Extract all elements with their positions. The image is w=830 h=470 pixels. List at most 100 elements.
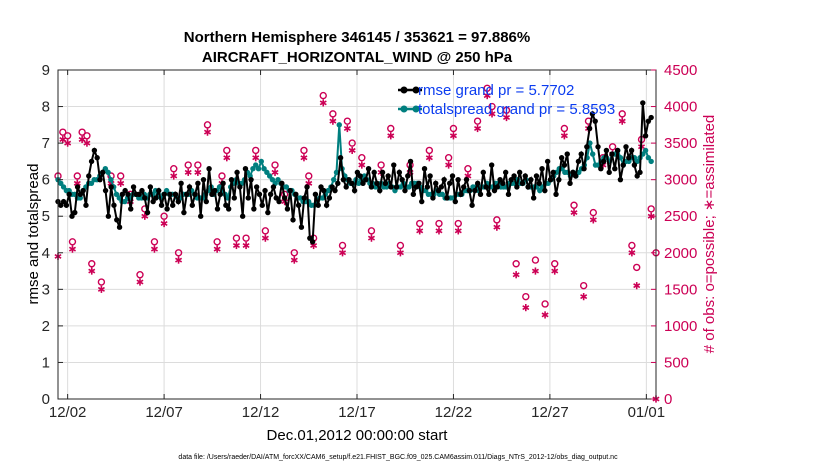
asterisk-stroke-2 [339, 250, 347, 256]
spread-point-101 [336, 122, 342, 128]
rmse-point-169 [528, 176, 534, 183]
asterisk-stroke-2 [64, 140, 72, 146]
right-y-tick-label-0: 0 [664, 391, 672, 408]
rmse-point-208 [637, 169, 643, 176]
rmse-point-36 [156, 187, 162, 194]
spread-point-76 [266, 173, 273, 179]
assimilated-marker-7 [88, 267, 96, 275]
rmse-point-20 [111, 202, 117, 208]
rmse-point-53 [203, 198, 209, 205]
assimilated-marker-46 [425, 154, 433, 162]
assimilated-marker-15 [160, 219, 168, 228]
rmse-point-160 [502, 169, 509, 176]
rmse-point-135 [433, 180, 439, 187]
spread-point-123 [397, 184, 404, 190]
x-axis-ticks: 12/02 12/07 12/12 12/17 12/22 12/27 01/01 [49, 70, 665, 421]
rmse-point-171 [533, 173, 540, 179]
rmse-point-84 [290, 217, 296, 223]
asterisk-stroke-2 [464, 173, 472, 179]
asterisk-stroke-2 [271, 169, 279, 175]
spread-point-22 [116, 195, 122, 201]
possible-marker-46 [425, 146, 434, 155]
rmse-point-22 [116, 224, 123, 230]
rmse-point-159 [500, 180, 506, 187]
rmse-point-202 [620, 162, 626, 168]
rmse-point-61 [225, 206, 232, 212]
legend-label-spread: totalspread grand pr = 5.8593 [418, 101, 615, 118]
rmse-point-117 [382, 180, 389, 187]
rmse-point-147 [466, 187, 473, 194]
rmse-point-187 [578, 151, 584, 157]
rmse-point-66 [239, 213, 246, 219]
rmse-point-99 [332, 187, 338, 194]
asterisk-stroke-2 [633, 283, 641, 289]
rmse-point-93 [315, 202, 321, 208]
asterisk-stroke-2 [435, 228, 443, 234]
rmse-point-194 [598, 166, 604, 172]
right-y-axis-ticks: 0 500 1000 1500 2000 2500 3000 3500 4000 4500 [651, 62, 697, 408]
rmse-point-166 [519, 180, 526, 187]
rmse-point-92 [312, 191, 319, 197]
left-y-tick-label-9: 9 [42, 62, 50, 79]
possible-marker-19 [194, 161, 202, 169]
possible-marker-34 [319, 91, 327, 100]
rmse-point-144 [458, 191, 464, 197]
rmse-point-148 [469, 202, 475, 208]
rmse-point-25 [125, 191, 131, 197]
asterisk-stroke-2 [483, 93, 491, 99]
assimilated-marker-31 [300, 154, 308, 162]
possible-marker-26 [252, 146, 260, 155]
asterisk-stroke-2 [242, 242, 250, 248]
rmse-point-60 [223, 202, 229, 208]
rmse-point-105 [349, 180, 355, 187]
rmse-point-162 [508, 176, 514, 183]
rmse-point-71 [253, 184, 260, 190]
rmse-point-142 [452, 198, 459, 205]
spread-point-72 [255, 166, 262, 172]
rmse-point-94 [318, 184, 324, 190]
rmse-point-128 [413, 184, 419, 190]
rmse-point-2 [60, 198, 67, 205]
possible-marker-55 [493, 216, 501, 224]
rmse-point-45 [181, 209, 187, 216]
rmse-point-173 [539, 166, 545, 172]
rmse-point-90 [307, 235, 313, 241]
rmse-point-63 [231, 195, 237, 201]
assimilated-marker-35 [329, 117, 337, 125]
assimilated-marker-48 [445, 161, 453, 169]
possible-marker-16 [170, 164, 178, 173]
rmse-point-64 [234, 169, 240, 176]
right-y-tick-label-9: 4500 [664, 62, 697, 79]
rmse-point-13 [91, 147, 98, 154]
assimilated-marker-14 [150, 245, 158, 253]
spread-point-95 [319, 195, 326, 201]
possible-marker-73 [647, 205, 655, 213]
spread-point-12 [88, 180, 95, 187]
rmse-point-126 [407, 158, 414, 165]
right-y-axis-label: # of obs: o=possible; ∗=assimilated [701, 115, 718, 354]
rmse-point-52 [200, 176, 207, 183]
rmse-point-197 [606, 169, 612, 176]
right-y-tick-label-2: 1000 [664, 318, 697, 335]
possible-marker-2 [63, 132, 72, 140]
rmse-point-192 [592, 118, 598, 124]
rmse-point-40 [167, 191, 173, 197]
asterisk-stroke-2 [261, 235, 269, 241]
rmse-point-116 [379, 169, 386, 176]
rmse-point-111 [365, 166, 372, 172]
rmse-point-177 [550, 169, 556, 176]
possible-marker-69 [618, 110, 626, 118]
grid [58, 69, 656, 400]
rmse-point-15 [97, 176, 103, 183]
rmse-point-68 [245, 195, 251, 201]
rmse-point-38 [161, 191, 168, 197]
assimilated-marker-49 [449, 132, 457, 140]
left-y-axis-ticks: 0 1 2 3 4 5 6 7 8 9 [42, 62, 63, 408]
possible-marker-66 [589, 208, 598, 217]
possible-marker-36 [338, 241, 347, 250]
assimilated-marker-6 [83, 139, 91, 147]
asterisk-stroke-2 [160, 221, 168, 227]
rmse-point-87 [298, 224, 305, 230]
possible-marker-58 [522, 292, 530, 301]
spread-point-99 [331, 176, 337, 183]
